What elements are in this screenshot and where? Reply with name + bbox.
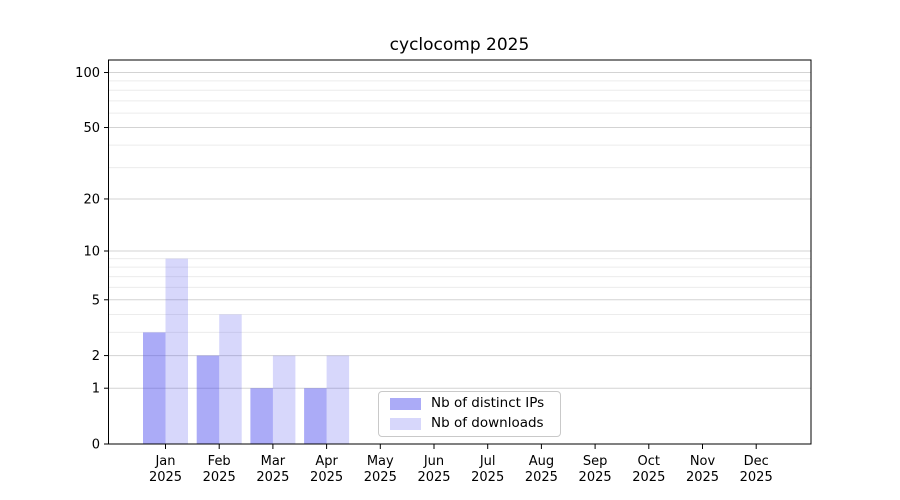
x-tick-label-month-jan: Jan bbox=[154, 454, 175, 469]
x-tick-label-month-feb: Feb bbox=[208, 454, 231, 469]
y-tick-label-10: 10 bbox=[83, 244, 100, 259]
x-tick-label-month-aug: Aug bbox=[529, 454, 554, 469]
bar-nb-of-downloads-jan bbox=[165, 258, 188, 444]
y-tick-label-5: 5 bbox=[92, 293, 100, 308]
x-tick-label-month-oct: Oct bbox=[638, 454, 660, 469]
legend: Nb of distinct IPs Nb of downloads bbox=[378, 391, 561, 437]
x-tick-label-month-nov: Nov bbox=[690, 454, 716, 469]
x-tick-label-year-nov: 2025 bbox=[686, 470, 719, 485]
x-tick-label-year-aug: 2025 bbox=[525, 470, 558, 485]
legend-swatch-downloads bbox=[390, 418, 421, 430]
legend-item-distinct-ips: Nb of distinct IPs bbox=[390, 395, 560, 412]
x-tick-label-year-apr: 2025 bbox=[310, 470, 343, 485]
x-tick-label-month-may: May bbox=[367, 454, 394, 469]
x-tick-label-year-mar: 2025 bbox=[256, 470, 289, 485]
legend-item-downloads: Nb of downloads bbox=[390, 415, 560, 432]
y-tick-label-50: 50 bbox=[83, 121, 100, 136]
x-tick-label-year-jan: 2025 bbox=[149, 470, 182, 485]
y-tick-label-20: 20 bbox=[83, 192, 100, 207]
plot-border bbox=[108, 59, 812, 445]
bar-nb-of-downloads-mar bbox=[272, 355, 296, 444]
x-tick-label-year-jul: 2025 bbox=[471, 470, 504, 485]
x-tick-label-month-apr: Apr bbox=[315, 454, 338, 469]
legend-label-downloads: Nb of downloads bbox=[431, 415, 544, 432]
y-tick-label-100: 100 bbox=[75, 66, 100, 81]
x-tick-label-month-mar: Mar bbox=[261, 454, 286, 469]
y-tick-label-1: 1 bbox=[92, 382, 100, 397]
legend-label-distinct-ips: Nb of distinct IPs bbox=[431, 395, 545, 412]
chart-title: cyclocomp 2025 bbox=[389, 35, 530, 55]
x-tick-label-year-oct: 2025 bbox=[632, 470, 665, 485]
y-tick-label-0: 0 bbox=[92, 438, 100, 453]
x-tick-label-year-may: 2025 bbox=[364, 470, 397, 485]
bar-nb-of-distinct-ips-jan bbox=[143, 332, 166, 444]
legend-swatch-distinct-ips bbox=[390, 398, 421, 410]
bar-nb-of-downloads-feb bbox=[219, 314, 242, 444]
x-tick-label-year-jun: 2025 bbox=[417, 470, 450, 485]
bar-nb-of-downloads-apr bbox=[326, 355, 350, 444]
bar-nb-of-distinct-ips-apr bbox=[304, 388, 327, 444]
y-tick-label-2: 2 bbox=[92, 349, 100, 364]
x-tick-label-year-dec: 2025 bbox=[740, 470, 773, 485]
x-tick-label-month-sep: Sep bbox=[583, 454, 608, 469]
bar-nb-of-distinct-ips-mar bbox=[250, 388, 273, 444]
x-tick-label-month-dec: Dec bbox=[744, 454, 769, 469]
x-tick-label-year-feb: 2025 bbox=[203, 470, 236, 485]
x-tick-label-year-sep: 2025 bbox=[579, 470, 612, 485]
x-tick-label-month-jul: Jul bbox=[479, 454, 496, 469]
x-tick-label-month-jun: Jun bbox=[423, 454, 444, 469]
bar-nb-of-distinct-ips-feb bbox=[196, 355, 220, 444]
